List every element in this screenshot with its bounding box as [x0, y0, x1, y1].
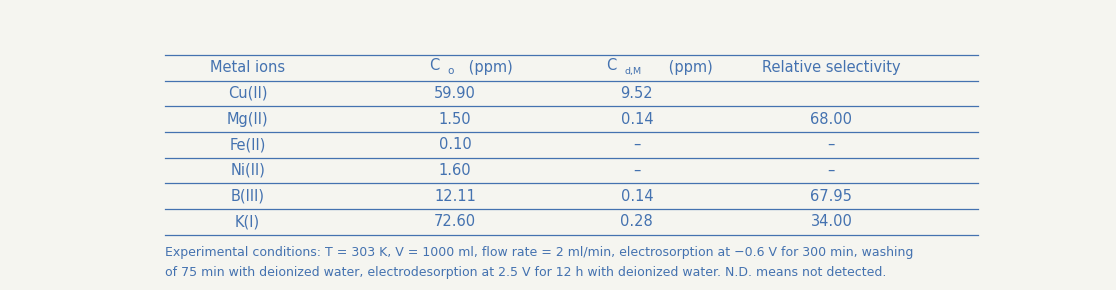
- Text: (ppm): (ppm): [464, 60, 512, 75]
- Text: 72.60: 72.60: [434, 214, 477, 229]
- Text: 0.14: 0.14: [620, 188, 653, 204]
- Text: Ni(II): Ni(II): [230, 163, 266, 178]
- Text: –: –: [828, 137, 835, 152]
- Text: 0.28: 0.28: [620, 214, 653, 229]
- Text: (ppm): (ppm): [664, 60, 712, 75]
- Text: o: o: [448, 66, 454, 76]
- Text: Experimental conditions: T = 303 K, V = 1000 ml, flow rate = 2 ml/min, electroso: Experimental conditions: T = 303 K, V = …: [165, 246, 914, 279]
- Text: 1.60: 1.60: [439, 163, 471, 178]
- Text: B(III): B(III): [231, 188, 264, 204]
- Text: 1.50: 1.50: [439, 112, 471, 127]
- Text: 34.00: 34.00: [810, 214, 853, 229]
- Text: Mg(II): Mg(II): [227, 112, 269, 127]
- Text: Fe(II): Fe(II): [230, 137, 266, 152]
- Text: Cu(II): Cu(II): [228, 86, 268, 101]
- Text: C: C: [430, 58, 440, 73]
- Text: 68.00: 68.00: [810, 112, 853, 127]
- Text: –: –: [633, 137, 641, 152]
- Text: 0.10: 0.10: [439, 137, 472, 152]
- Text: Relative selectivity: Relative selectivity: [762, 60, 901, 75]
- Text: 12.11: 12.11: [434, 188, 477, 204]
- Text: 59.90: 59.90: [434, 86, 477, 101]
- Text: 67.95: 67.95: [810, 188, 853, 204]
- Text: 0.14: 0.14: [620, 112, 653, 127]
- Text: Metal ions: Metal ions: [210, 60, 286, 75]
- Text: K(I): K(I): [235, 214, 260, 229]
- Text: C: C: [607, 58, 617, 73]
- Text: d,M: d,M: [625, 67, 642, 76]
- Text: –: –: [828, 163, 835, 178]
- Text: 9.52: 9.52: [620, 86, 653, 101]
- Text: –: –: [633, 163, 641, 178]
